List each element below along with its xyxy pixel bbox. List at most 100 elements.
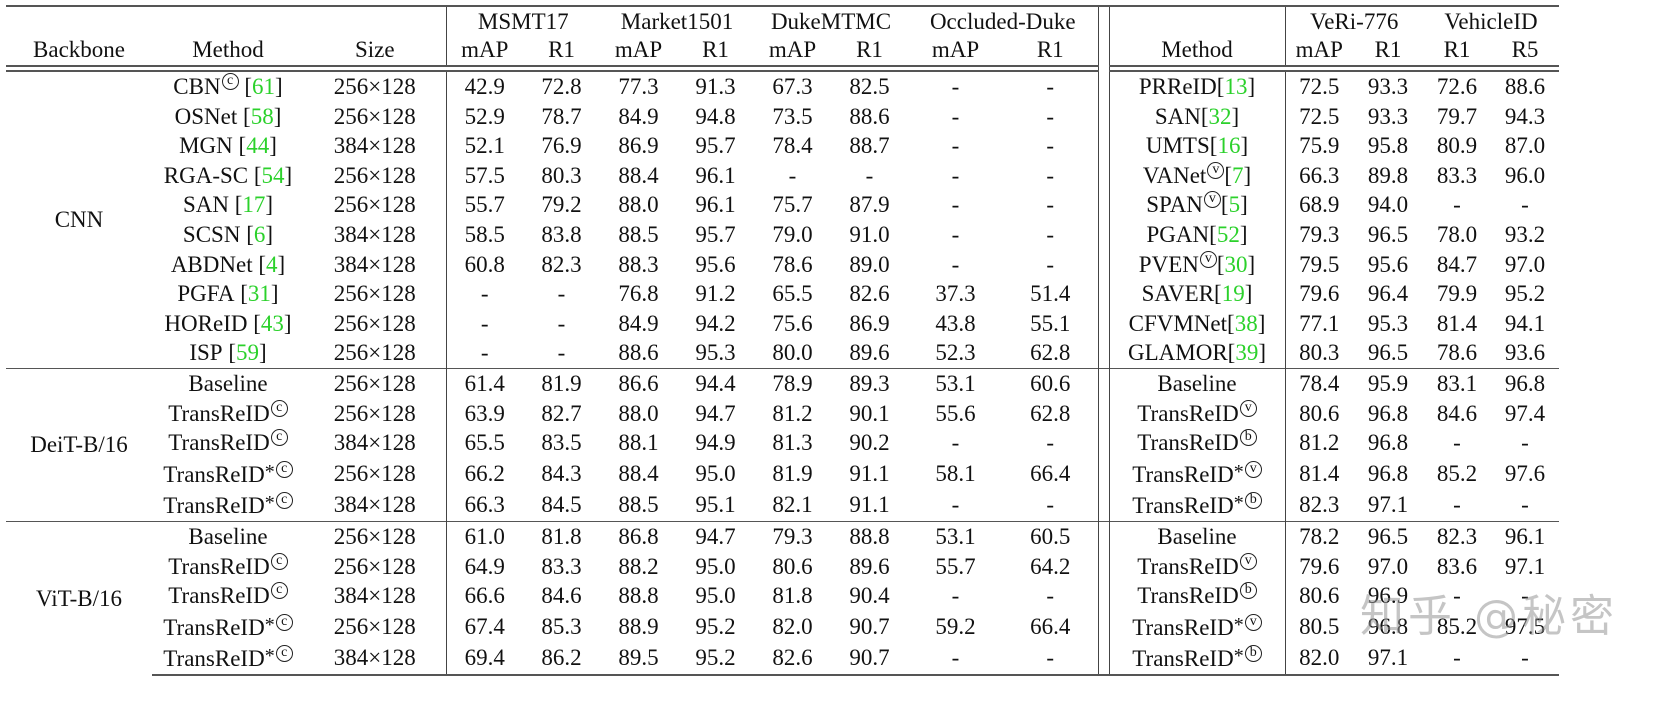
metric-value: 94.2 [695, 310, 736, 336]
method-name: UMTS [1145, 133, 1210, 159]
vehicle-metric-value: - [1521, 492, 1529, 518]
metric-value: - [1003, 101, 1099, 132]
metric-value: 88.2 [618, 553, 659, 579]
metric-value: - [951, 251, 960, 277]
vehicle-metric-value: 80.5 [1299, 613, 1340, 639]
citation-link[interactable]: 32 [1208, 103, 1232, 129]
metric-value: 86.6 [600, 367, 677, 399]
vehicle-metric-value: 81.4 [1299, 460, 1340, 486]
circled-c-icon: c [275, 613, 293, 631]
method-name: SPAN [1146, 192, 1203, 218]
citation-link[interactable]: 38 [1234, 310, 1258, 336]
metric-value: - [951, 492, 960, 518]
vehicle-metric-value: 78.6 [1436, 340, 1478, 366]
citation-link[interactable]: 52 [1216, 221, 1240, 247]
metric-value: 84.5 [541, 492, 582, 518]
method-name: TransReID [163, 461, 265, 487]
circled-c-icon: c [221, 73, 239, 90]
metric-value: 57.5 [464, 162, 505, 188]
vehicle-metric-value: - [1453, 583, 1461, 609]
method-name: ABDNet [170, 251, 253, 277]
metric-header: R1 [1003, 35, 1099, 66]
metric-value: 95.7 [695, 221, 736, 247]
vehicle-metric-value: 94.3 [1504, 103, 1546, 129]
citation-link[interactable]: 54 [261, 162, 285, 188]
size-cell: 256×128 [304, 279, 447, 309]
citation-link[interactable]: 44 [246, 133, 270, 159]
vehicle-metric-value: 96.5 [1367, 221, 1409, 247]
citation-link[interactable]: 43 [260, 310, 284, 336]
vehicle-metric-value: 89.8 [1367, 162, 1409, 188]
dataset-header: DukeMTMC [770, 9, 892, 34]
method-name: TransReID [168, 430, 270, 456]
metric-value: 80.0 [772, 340, 813, 366]
method-name: SCSN [182, 221, 241, 247]
metric-value: 89.5 [600, 642, 677, 676]
citation-link[interactable]: 39 [1235, 340, 1259, 366]
citation-link[interactable]: 5 [1228, 192, 1241, 218]
metric-value: 95.3 [695, 340, 736, 366]
citation-link[interactable]: 59 [236, 340, 259, 366]
citation-link[interactable]: 31 [247, 281, 271, 307]
vehicle-metric-value: 84.6 [1436, 400, 1478, 426]
method-cell: TransReID c [152, 552, 304, 582]
metric-value: 88.4 [618, 460, 659, 486]
metric-value: 61.0 [446, 520, 523, 552]
citation-link[interactable]: 58 [250, 103, 274, 129]
metric-header: mAP [1295, 37, 1343, 62]
metric-value: 88.6 [618, 340, 659, 366]
method-name: MGN [179, 133, 233, 159]
size-cell: 384×128 [304, 642, 447, 676]
metric-value: - [1003, 428, 1099, 458]
star-marker: * [1233, 492, 1244, 515]
metric-value: 75.7 [772, 192, 813, 218]
star-marker: * [1233, 613, 1244, 636]
circled-c-icon: c [270, 582, 288, 600]
table-row: MGN [44] 384×128 52.1 76.9 86.9 95.7 78.4 88.7 -… [6, 131, 1559, 161]
metric-value: - [1003, 642, 1099, 676]
citation-link[interactable]: 16 [1217, 133, 1241, 159]
method-name: HOReID [164, 310, 248, 336]
metric-value: 95.0 [695, 460, 736, 486]
metric-value: 95.2 [677, 642, 754, 676]
method-cell: SAN [17] [182, 192, 274, 218]
citation-link[interactable]: 19 [1221, 281, 1245, 307]
metric-header: R1 [856, 37, 883, 62]
method-cell: TransReID c [152, 399, 304, 429]
results-table: MSMT17 Market1501 DukeMTMC Occluded-Duke… [6, 5, 1559, 676]
vehicle-metric-value: 97.1 [1353, 642, 1423, 676]
metric-value: 88.5 [618, 492, 659, 518]
metric-value: - [557, 340, 566, 366]
vehicle-metric-value: - [1521, 192, 1529, 218]
vehicle-metric-value: 93.3 [1367, 74, 1409, 99]
circled-b-icon: b [1244, 645, 1262, 663]
metric-value: 60.6 [1003, 367, 1099, 399]
metric-value: 78.9 [754, 367, 831, 399]
citation-link[interactable]: 7 [1231, 162, 1244, 188]
method-cell: TransReID c [152, 428, 304, 458]
citation-link[interactable]: 61 [252, 74, 276, 99]
citation-link[interactable]: 17 [242, 192, 266, 218]
citation-link[interactable]: 4 [266, 251, 278, 277]
metric-header: R1 [548, 37, 575, 62]
metric-value: - [1003, 249, 1099, 280]
metric-value: 88.7 [849, 133, 890, 159]
metric-value: 96.1 [695, 162, 736, 188]
circled-c-icon: c [275, 492, 293, 510]
vehicle-metric-value: 79.6 [1299, 553, 1340, 579]
method-name: VANet [1142, 162, 1207, 188]
metric-value: 87.9 [849, 192, 890, 218]
citation-link[interactable]: 30 [1224, 251, 1248, 277]
citation-link[interactable]: 13 [1224, 74, 1248, 99]
metric-value: 72.8 [541, 74, 582, 99]
metric-value: 82.6 [754, 642, 831, 676]
size-header: Size [304, 35, 447, 66]
metric-header: R1 [702, 37, 729, 62]
vehicle-metric-value: 83.3 [1436, 162, 1478, 188]
star-marker: * [264, 492, 275, 515]
vehicle-method-cell: TransReID* b [1109, 642, 1286, 676]
metric-value: 78.6 [772, 251, 813, 277]
method-cell: TransReID c [152, 581, 304, 611]
metric-header: mAP [931, 37, 980, 62]
citation-link[interactable]: 6 [253, 221, 266, 247]
